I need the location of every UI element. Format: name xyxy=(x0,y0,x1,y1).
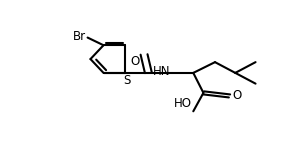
Text: O: O xyxy=(130,55,140,68)
Text: Br: Br xyxy=(73,30,86,43)
Text: O: O xyxy=(233,89,242,102)
Text: HN: HN xyxy=(152,65,170,78)
Text: S: S xyxy=(123,74,130,87)
Text: HO: HO xyxy=(174,97,192,110)
